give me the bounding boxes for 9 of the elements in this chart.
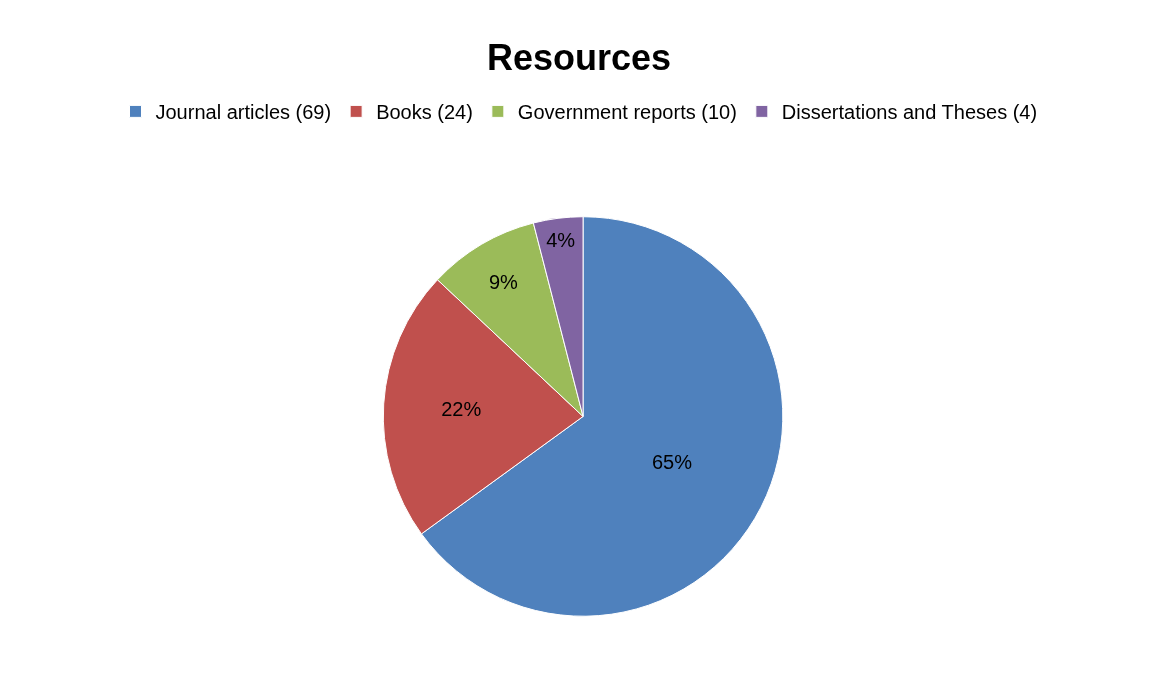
data-label: 65% — [651, 450, 693, 473]
chart-title: Resources — [486, 36, 672, 78]
data-label: 9% — [488, 271, 519, 294]
legend-label: Dissertations and Theses (4) — [781, 101, 1038, 124]
data-label: 4% — [546, 229, 576, 252]
legend-label: Government reports (10) — [517, 101, 737, 124]
data-label: 22% — [441, 397, 482, 420]
legend-label: Books (24) — [376, 101, 473, 124]
legend-label: Journal articles (69) — [155, 101, 332, 124]
